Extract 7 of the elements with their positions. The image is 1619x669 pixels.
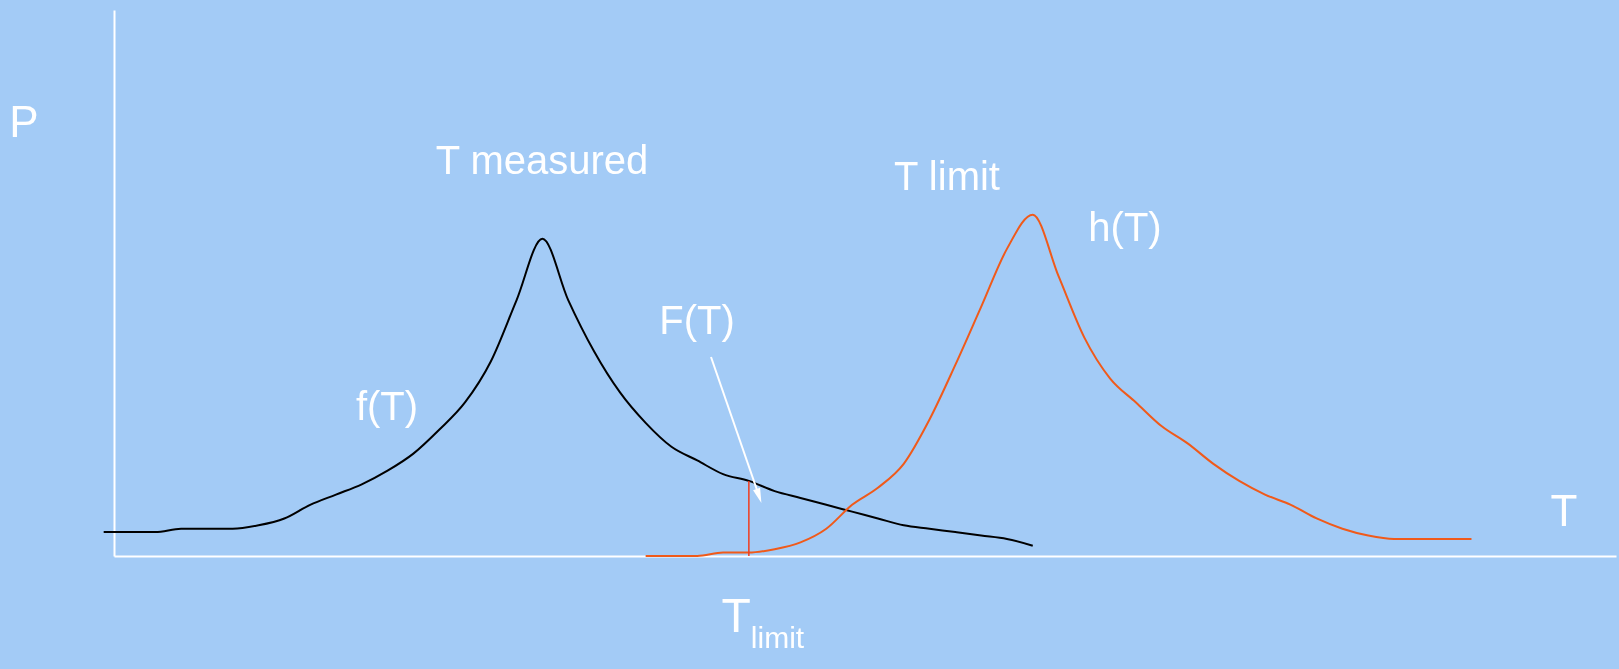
- text: T measured: [435, 138, 649, 182]
- text: T limit: [894, 154, 1000, 198]
- annotation: F(T): [659, 298, 735, 342]
- y-axis-title: P: [9, 97, 39, 146]
- series-label: h(T): [1088, 205, 1162, 249]
- series-label: f(T): [355, 384, 419, 428]
- x-axis-title: T: [1550, 486, 1578, 535]
